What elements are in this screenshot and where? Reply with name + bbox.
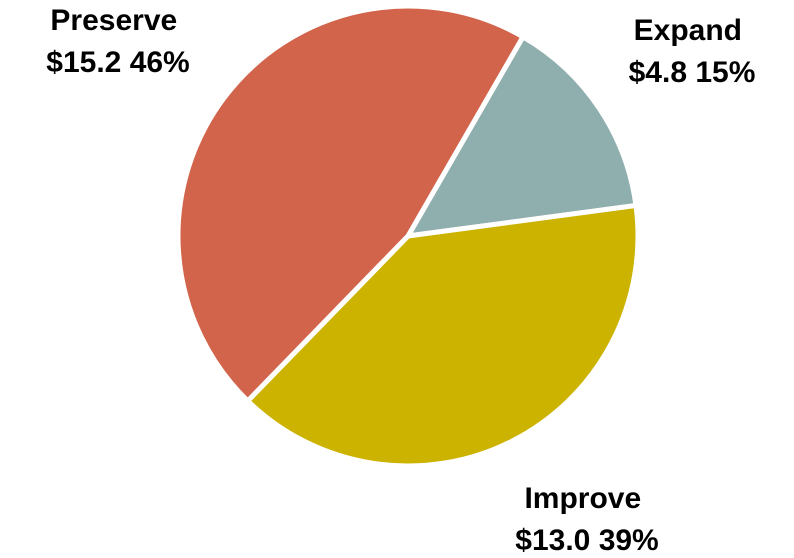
pie-slices bbox=[175, 3, 641, 469]
label-preserve-name: Preserve bbox=[50, 4, 177, 37]
pie-slice-improve bbox=[245, 202, 641, 469]
label-improve: Improve $13.0 39% bbox=[515, 482, 658, 557]
label-expand: Expand $4.8 15% bbox=[629, 14, 756, 89]
label-preserve: Preserve $15.2 46% bbox=[46, 4, 189, 79]
pie-slice-preserve bbox=[175, 3, 526, 404]
label-expand-value: $4.8 bbox=[629, 56, 687, 89]
label-expand-values: $4.8 15% bbox=[629, 56, 756, 89]
label-preserve-percent: 46% bbox=[130, 46, 190, 79]
label-preserve-values: $15.2 46% bbox=[46, 46, 189, 79]
label-improve-percent: 39% bbox=[599, 524, 659, 557]
label-improve-value: $13.0 bbox=[515, 524, 590, 557]
label-improve-name: Improve bbox=[524, 482, 641, 515]
label-expand-percent: 15% bbox=[695, 56, 755, 89]
label-improve-values: $13.0 39% bbox=[515, 524, 658, 557]
pie-slice-expand bbox=[405, 34, 639, 239]
pie-labels: Preserve $15.2 46% Expand $4.8 15% Impro… bbox=[46, 4, 755, 557]
label-expand-name: Expand bbox=[634, 14, 742, 47]
label-preserve-value: $15.2 bbox=[46, 46, 121, 79]
